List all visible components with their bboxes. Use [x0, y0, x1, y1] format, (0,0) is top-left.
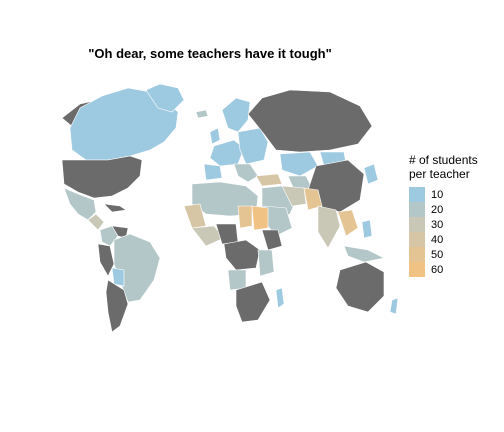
region-central-africa [223, 239, 261, 271]
region-southern-africa [235, 281, 271, 323]
region-russia [247, 89, 373, 153]
legend-swatch [409, 202, 425, 217]
region-usa [61, 155, 143, 199]
region-caribbean [103, 203, 127, 213]
region-afghanistan-pakistan [303, 187, 323, 211]
legend-label: 30 [431, 218, 444, 231]
legend: # of students per teacher 10 20 30 40 50 60 [409, 153, 478, 277]
legend-swatch [409, 247, 425, 262]
region-western-europe [209, 139, 245, 167]
region-indonesia [343, 245, 385, 263]
legend-title-line1: # of students [409, 153, 478, 167]
region-scandinavia [221, 97, 251, 133]
legend-label: 50 [431, 248, 444, 261]
legend-item: 20 [409, 202, 478, 217]
region-chile-argentina [105, 279, 129, 333]
legend-label: 10 [431, 188, 444, 201]
region-mexico [63, 187, 97, 221]
region-central-america [87, 213, 105, 231]
legend-label: 20 [431, 203, 444, 216]
region-peru [97, 243, 115, 277]
region-sudan [251, 205, 269, 231]
legend-items: 10 20 30 40 50 60 [409, 187, 478, 277]
legend-swatch [409, 232, 425, 247]
region-ethiopia [261, 229, 283, 251]
region-madagascar [275, 287, 285, 309]
region-iceland [195, 109, 209, 119]
region-korea-japan [363, 163, 379, 185]
region-italy-balkans [233, 163, 259, 183]
legend-item: 50 [409, 247, 478, 262]
region-india [317, 205, 341, 249]
legend-label: 40 [431, 233, 444, 246]
region-philippines [361, 219, 373, 239]
legend-swatch [409, 187, 425, 202]
region-east-africa [257, 249, 275, 277]
region-angola [227, 269, 247, 291]
region-uk [209, 127, 221, 145]
region-kazakhstan [279, 151, 319, 177]
region-chad [237, 205, 253, 229]
legend-title-line2: per teacher [409, 167, 470, 181]
chart-title: "Oh dear, some teachers have it tough" [88, 46, 332, 61]
region-bolivia [111, 267, 125, 287]
legend-swatch [409, 262, 425, 277]
region-nigeria [215, 223, 239, 245]
legend-item: 30 [409, 217, 478, 232]
region-greenland [145, 83, 185, 113]
region-iran [281, 185, 307, 207]
region-mauritania-mali [183, 203, 207, 229]
region-australia [335, 261, 385, 313]
legend-item: 60 [409, 262, 478, 277]
region-new-zealand [389, 297, 399, 315]
region-turkey [255, 173, 283, 187]
legend-item: 40 [409, 232, 478, 247]
region-southeast-asia [337, 209, 359, 237]
legend-label: 60 [431, 263, 444, 276]
legend-title: # of students per teacher [409, 153, 478, 181]
legend-item: 10 [409, 187, 478, 202]
region-iberia [203, 163, 223, 181]
legend-swatch [409, 217, 425, 232]
